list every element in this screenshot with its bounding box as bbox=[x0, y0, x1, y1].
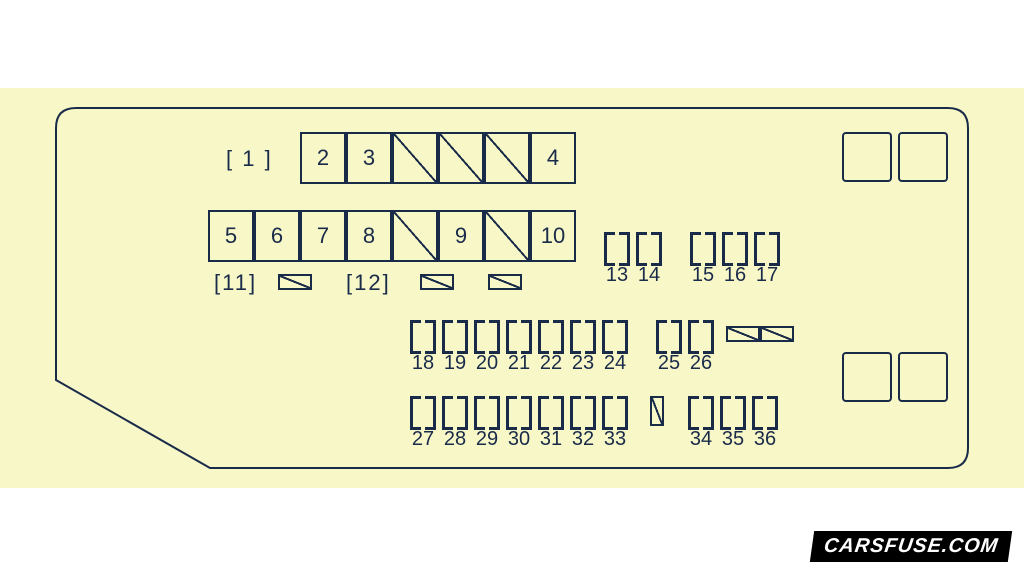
fuse-slot-25: 25 bbox=[656, 320, 682, 375]
fuse-box-blank bbox=[438, 132, 484, 184]
relay-box bbox=[898, 132, 948, 182]
fuse-slot-33: 33 bbox=[602, 396, 628, 451]
fuse-box-7: 7 bbox=[300, 210, 346, 262]
mini-fuse-blank bbox=[760, 326, 794, 342]
mini-fuse-tall bbox=[650, 396, 664, 426]
fuse-box-2: 2 bbox=[300, 132, 346, 184]
fuse-box-6: 6 bbox=[254, 210, 300, 262]
fuse-slot-26: 26 bbox=[688, 320, 714, 375]
relay-box bbox=[842, 352, 892, 402]
fuse-slot-22: 22 bbox=[538, 320, 564, 375]
bracket-label: [12] bbox=[346, 270, 391, 296]
fuse-slot-36: 36 bbox=[752, 396, 778, 451]
fuse-box-blank bbox=[392, 210, 438, 262]
fuse-slot-23: 23 bbox=[570, 320, 596, 375]
bracket-label: [ 1 ] bbox=[226, 146, 273, 172]
fuse-slot-20: 20 bbox=[474, 320, 500, 375]
mini-fuse-blank bbox=[278, 274, 312, 290]
fuse-slot-17: 17 bbox=[754, 232, 780, 287]
fuse-slot-29: 29 bbox=[474, 396, 500, 451]
fuse-slot-32: 32 bbox=[570, 396, 596, 451]
fuse-slot-16: 16 bbox=[722, 232, 748, 287]
fuse-box-8: 8 bbox=[346, 210, 392, 262]
fuse-slot-14: 14 bbox=[636, 232, 662, 287]
relay-box bbox=[842, 132, 892, 182]
mini-fuse-blank bbox=[488, 274, 522, 290]
fuse-box-blank bbox=[484, 210, 530, 262]
fuse-box-blank bbox=[392, 132, 438, 184]
fuse-box-3: 3 bbox=[346, 132, 392, 184]
fuse-box-5: 5 bbox=[208, 210, 254, 262]
fuse-box-blank bbox=[484, 132, 530, 184]
watermark: CARSFUSE.COM bbox=[810, 531, 1013, 562]
mini-fuse-blank bbox=[726, 326, 760, 342]
fuse-slot-35: 35 bbox=[720, 396, 746, 451]
fuse-slot-21: 21 bbox=[506, 320, 532, 375]
relay-box bbox=[898, 352, 948, 402]
mini-fuse-blank bbox=[420, 274, 454, 290]
fuse-slot-31: 31 bbox=[538, 396, 564, 451]
fuse-slot-27: 27 bbox=[410, 396, 436, 451]
fuse-slot-15: 15 bbox=[690, 232, 716, 287]
fuse-box-10: 10 bbox=[530, 210, 576, 262]
bracket-label: [11] bbox=[214, 270, 257, 296]
fuse-slot-28: 28 bbox=[442, 396, 468, 451]
fuse-box-9: 9 bbox=[438, 210, 484, 262]
fuse-slot-18: 18 bbox=[410, 320, 436, 375]
fuse-slot-24: 24 bbox=[602, 320, 628, 375]
fuse-box-4: 4 bbox=[530, 132, 576, 184]
fuse-slot-30: 30 bbox=[506, 396, 532, 451]
fuse-slot-34: 34 bbox=[688, 396, 714, 451]
fuse-slot-13: 13 bbox=[604, 232, 630, 287]
fuse-slot-19: 19 bbox=[442, 320, 468, 375]
